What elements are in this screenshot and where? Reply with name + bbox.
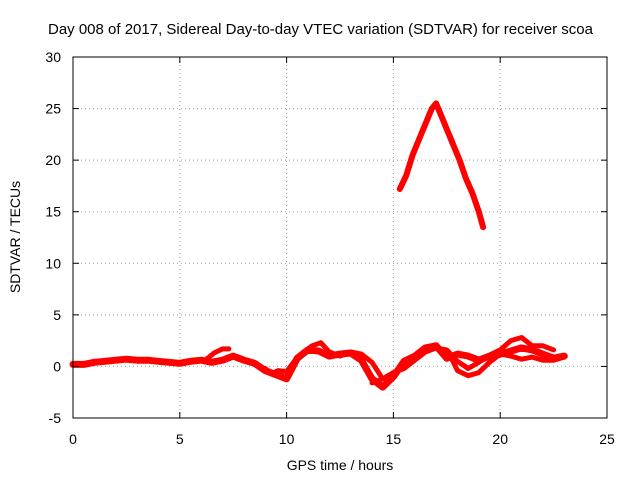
- x-tick-label: 25: [599, 431, 615, 447]
- y-axis-label: SDTVAR / TECUs: [7, 181, 23, 293]
- series-line-arc: [396, 100, 487, 231]
- tick-layer: 0 5 10 15 20 25 -5 0 5 10 15 20 25 30: [45, 49, 615, 447]
- series-line-branch-b: [262, 340, 384, 379]
- y-tick-label: 15: [45, 204, 61, 220]
- x-tick-label: 20: [492, 431, 508, 447]
- y-tick-label: -5: [49, 410, 62, 426]
- y-tick-label: 30: [45, 49, 61, 65]
- series-line-branch-d: [437, 348, 567, 379]
- y-tick-label: 5: [53, 307, 61, 323]
- series-line-branch-a: [202, 346, 232, 363]
- y-tick-label: 25: [45, 101, 61, 117]
- x-tick-label: 15: [386, 431, 402, 447]
- y-tick-label: 20: [45, 152, 61, 168]
- series-line-branch-c: [369, 335, 557, 386]
- x-axis-label: GPS time / hours: [287, 457, 394, 473]
- x-tick-label: 10: [279, 431, 295, 447]
- series-layer: [69, 100, 568, 391]
- y-tick-label: 10: [45, 255, 61, 271]
- grid-layer: [73, 57, 607, 418]
- y-tick-label: 0: [53, 358, 61, 374]
- x-tick-label: 5: [176, 431, 184, 447]
- plot-frame: [72, 56, 608, 419]
- x-tick-label: 0: [69, 431, 77, 447]
- chart-title: Day 008 of 2017, Sidereal Day-to-day VTE…: [48, 21, 594, 38]
